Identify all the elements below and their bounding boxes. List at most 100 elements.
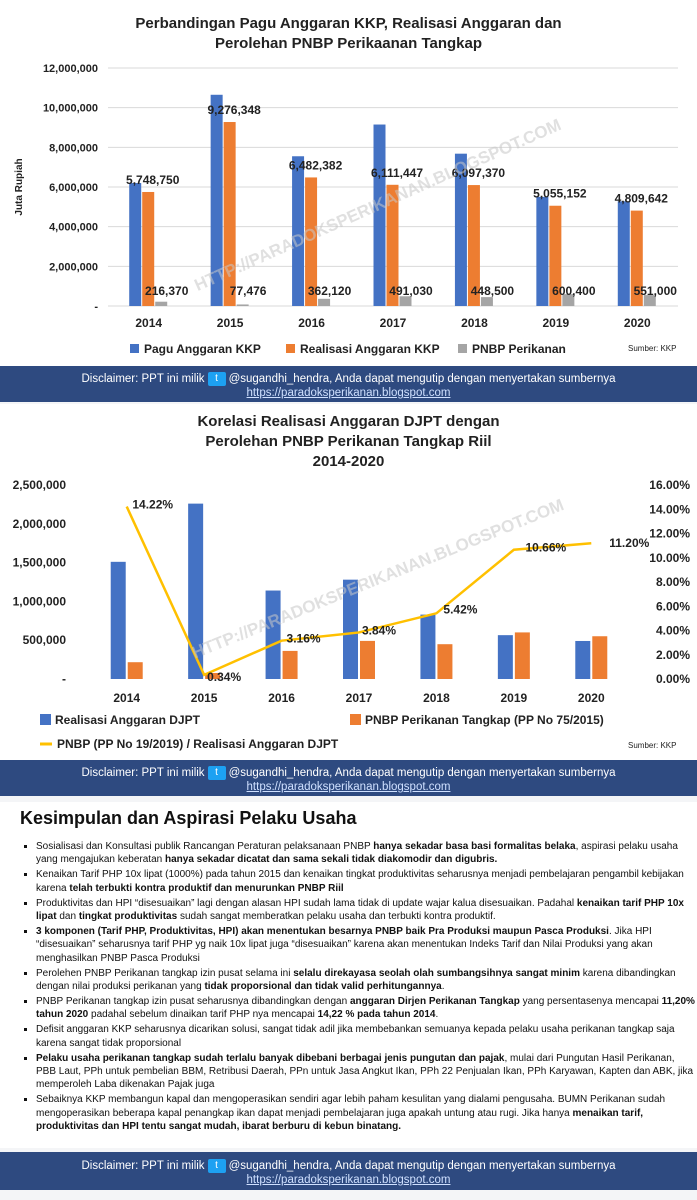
y2-tick-label: 10.00% bbox=[649, 551, 690, 565]
conclusion-text: tidak proporsional dan tidak valid perhi… bbox=[204, 981, 442, 993]
conclusion-item: Sebaiknya KKP membangun kapal dan mengop… bbox=[36, 1093, 696, 1133]
conclusion-item: Kenaikan Tarif PHP 10x lipat (1000%) pad… bbox=[36, 868, 696, 895]
y-tick-label: 2,000,000 bbox=[13, 517, 67, 531]
data-label-realisasi: 4,809,642 bbox=[615, 192, 669, 206]
bar-pnbp bbox=[205, 672, 221, 679]
conclusion-text: Produktivitas dan HPI “disesuaikan” lagi… bbox=[36, 897, 577, 909]
x-tick-label: 2015 bbox=[217, 316, 244, 330]
legend-label: PNBP (PP No 19/2019) / Realisasi Anggara… bbox=[57, 737, 339, 751]
conclusion-text: , mulai dari Pungutan Hasil Perikanan, P… bbox=[36, 1052, 694, 1091]
legend-label: Pagu Anggaran KKP bbox=[144, 342, 261, 356]
conclusion-text: Pelaku usaha perikanan tangkap sudah ter… bbox=[36, 1052, 505, 1064]
bar-1 bbox=[386, 184, 399, 306]
y2-tick-label: 0.00% bbox=[656, 672, 690, 686]
chart1-title-line2: Perolehan PNBP Perikaanan Tangkap bbox=[214, 35, 483, 52]
y-tick-label: 10,000,000 bbox=[43, 103, 98, 115]
ratio-label: 10.66% bbox=[526, 541, 567, 555]
bar-pnbp bbox=[360, 640, 375, 679]
disclaimer-bar-2: Disclaimer: PPT ini milik t @sugandhi_hend… bbox=[0, 760, 697, 796]
chart1-title-line1: Perbandingan Pagu Anggaran KKP, Realisas… bbox=[135, 15, 562, 32]
y-tick-label: - bbox=[94, 301, 98, 313]
x-tick-label: 2015 bbox=[191, 691, 218, 705]
data-label-realisasi: 5,055,152 bbox=[533, 187, 587, 201]
blog-link[interactable]: https://paradoksperikanan.blogspot.com bbox=[246, 781, 451, 793]
y-tick-label: 8,000,000 bbox=[49, 142, 98, 154]
chart2-source: Sumber: KKP bbox=[628, 741, 677, 750]
conclusion-text: dan bbox=[56, 911, 79, 923]
conclusion-text: Sebaiknya KKP membangun kapal dan mengop… bbox=[36, 1094, 666, 1119]
y2-tick-label: 8.00% bbox=[656, 575, 690, 589]
bar-1 bbox=[630, 210, 643, 306]
bar-realisasi bbox=[343, 579, 358, 679]
chart1-source: Sumber: KKP bbox=[628, 344, 677, 353]
bar-realisasi bbox=[497, 635, 513, 679]
ratio-label: 11.20% bbox=[609, 536, 649, 550]
bar-2 bbox=[562, 294, 575, 306]
conclusion-text: telah terbukti kontra produktif dan menu… bbox=[69, 882, 344, 894]
x-tick-label: 2019 bbox=[501, 691, 528, 705]
disclaimer-bar-3: Disclaimer: PPT ini milik t @sugandhi_hend… bbox=[0, 1152, 697, 1190]
ratio-label: 5.42% bbox=[443, 602, 477, 616]
x-tick-label: 2016 bbox=[268, 691, 295, 705]
legend-label: PNBP Perikanan Tangkap (PP No 75/2015) bbox=[365, 713, 604, 727]
x-tick-label: 2016 bbox=[298, 316, 325, 330]
conclusion-list: Sosialisasi dan Konsultasi publik Rancan… bbox=[18, 840, 696, 1135]
bar-0 bbox=[210, 94, 223, 307]
bar-2 bbox=[643, 295, 656, 306]
bar-0 bbox=[129, 183, 142, 306]
conclusion-item: Produktivitas dan HPI “disesuaikan” lagi… bbox=[36, 897, 696, 924]
bar-1 bbox=[549, 205, 562, 306]
conclusion-text: yang persentasenya mencapai bbox=[519, 995, 662, 1007]
conclusion-text: karena dibandingkan dengan nilai produks… bbox=[36, 967, 676, 993]
y-tick-label: 2,000,000 bbox=[49, 261, 98, 273]
y-tick-label: 500,000 bbox=[23, 633, 67, 647]
disclaimer-prefix: Disclaimer: PPT ini milik bbox=[81, 373, 205, 386]
conclusion-item: 3 komponen (Tarif PHP, Produktivitas, HP… bbox=[36, 925, 696, 965]
blog-link[interactable]: https://paradoksperikanan.blogspot.com bbox=[246, 387, 451, 399]
y-axis-label: Juta Rupiah bbox=[14, 158, 25, 215]
x-tick-label: 2014 bbox=[113, 691, 140, 705]
bar-realisasi bbox=[420, 614, 436, 679]
conclusion-text: . Jika HPI “disesuaikan” seharusnya tari… bbox=[36, 925, 653, 964]
conclusion-item: Defisit anggaran KKP seharusnya dicarika… bbox=[36, 1023, 696, 1050]
bar-2 bbox=[399, 296, 412, 306]
blog-link[interactable]: https://paradoksperikanan.blogspot.com bbox=[246, 1174, 451, 1186]
bar-0 bbox=[373, 124, 386, 307]
conclusion-text: padahal sebelum dinaikan tarif PHP nya m… bbox=[88, 1009, 318, 1021]
bar-1 bbox=[142, 191, 155, 306]
legend-label: Realisasi Anggaran DJPT bbox=[55, 713, 201, 727]
y2-tick-label: 2.00% bbox=[656, 648, 690, 662]
twitter-icon: t bbox=[207, 372, 226, 386]
conclusion-text: hanya sekadar dicatat dan sama sekali ti… bbox=[164, 854, 498, 866]
conclusion-section: Kesimpulan dan Aspirasi Pelaku Usaha Sos… bbox=[0, 802, 697, 1148]
bar-realisasi bbox=[265, 590, 281, 679]
y-tick-label: - bbox=[62, 672, 66, 686]
x-tick-label: 2019 bbox=[543, 316, 570, 330]
data-label-pnbp: 551,000 bbox=[634, 284, 678, 298]
data-label-realisasi: 5,748,750 bbox=[126, 173, 180, 187]
ratio-label: 0.34% bbox=[207, 670, 241, 684]
conclusion-text: . bbox=[441, 981, 445, 993]
bar-1 bbox=[223, 122, 236, 306]
bar-2 bbox=[236, 304, 249, 306]
bar-1 bbox=[305, 177, 318, 306]
y2-tick-label: 6.00% bbox=[656, 599, 690, 613]
data-label-pnbp: 491,030 bbox=[389, 284, 433, 298]
chart2-title-line1: Korelasi Realisasi Anggaran DJPT dengan bbox=[197, 413, 500, 430]
disclaimer-handle: @sugandhi_hendra, Anda dapat mengutip de… bbox=[228, 767, 616, 780]
twitter-icon: t bbox=[207, 1159, 226, 1173]
conclusion-text: Defisit anggaran KKP seharusnya dicarika… bbox=[36, 1024, 675, 1049]
conclusion-text: menaikan tarif, produktivitas dan HPI te… bbox=[36, 1107, 644, 1133]
conclusion-text: selalu direkayasa seolah olah sumbangsih… bbox=[293, 967, 580, 979]
bar-0 bbox=[617, 201, 630, 306]
conclusion-text: . bbox=[435, 1009, 439, 1021]
chart2-title-line2: Perolehan PNBP Perikanan Tangkap Riil bbox=[205, 433, 492, 450]
y-tick-label: 12,000,000 bbox=[43, 63, 98, 75]
bar-0 bbox=[536, 196, 549, 306]
chart1-svg: - 2,000,000 4,000,000 6,000,000 8,000,000 10,… bbox=[14, 63, 678, 356]
data-label-realisasi: 6,111,447 bbox=[371, 166, 423, 180]
conclusion-text: anggaran Dirjen Perikanan Tangkap bbox=[349, 995, 520, 1007]
data-label-realisasi: 6,482,382 bbox=[289, 158, 343, 172]
conclusion-text: 3 komponen (Tarif PHP, Produktivitas, HP… bbox=[36, 925, 609, 937]
conclusion-text: Kenaikan Tarif PHP 10x lipat (1000%) pad… bbox=[36, 869, 684, 894]
